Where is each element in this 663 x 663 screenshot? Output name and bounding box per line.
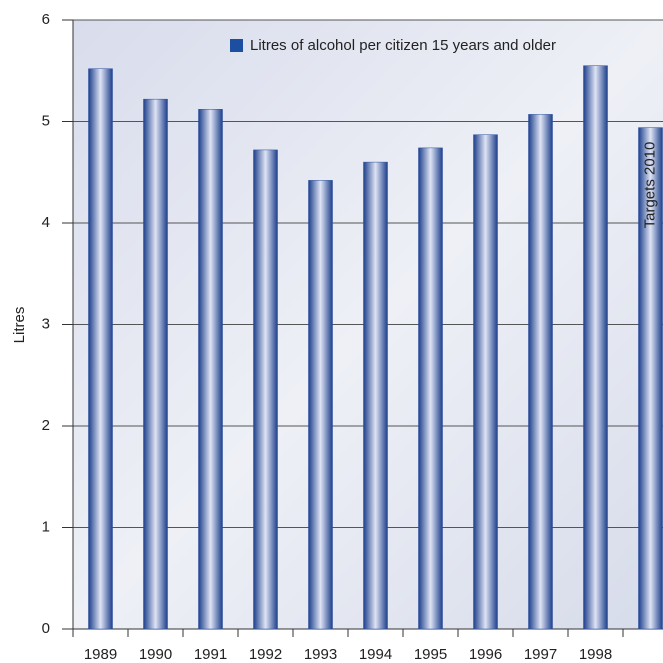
bar	[638, 127, 663, 630]
legend-swatch	[230, 39, 243, 52]
x-tick-label: 1990	[139, 646, 172, 663]
x-tick-label: 1994	[359, 646, 392, 663]
x-tick-label: 1996	[469, 646, 502, 663]
y-axis-label: Litres	[11, 307, 28, 344]
y-tick-label: 0	[42, 620, 50, 637]
bar	[473, 134, 498, 630]
x-tick-label: 1989	[84, 646, 117, 663]
x-tick-label: 1992	[249, 646, 282, 663]
y-tick-label: 6	[42, 11, 50, 28]
legend-label: Litres of alcohol per citizen 15 years a…	[250, 37, 556, 54]
y-tick-label: 3	[42, 315, 50, 332]
x-tick-label: 1998	[579, 646, 612, 663]
bar	[88, 68, 113, 630]
x-tick-label: 1995	[414, 646, 447, 663]
bar	[198, 109, 223, 630]
x-tick-label: 1997	[524, 646, 557, 663]
bar	[143, 98, 168, 630]
annotation: Targets 2010	[641, 142, 658, 229]
bar	[418, 147, 443, 630]
y-tick-label: 4	[42, 214, 50, 231]
y-tick-label: 2	[42, 417, 50, 434]
bar	[528, 114, 553, 630]
y-tick-label: 1	[42, 518, 50, 535]
bar	[363, 161, 388, 630]
y-tick-label: 5	[42, 112, 50, 129]
bar	[253, 149, 278, 630]
bar	[308, 180, 333, 630]
x-tick-label: 1991	[194, 646, 227, 663]
x-tick-label: 1993	[304, 646, 337, 663]
bar	[583, 65, 608, 630]
